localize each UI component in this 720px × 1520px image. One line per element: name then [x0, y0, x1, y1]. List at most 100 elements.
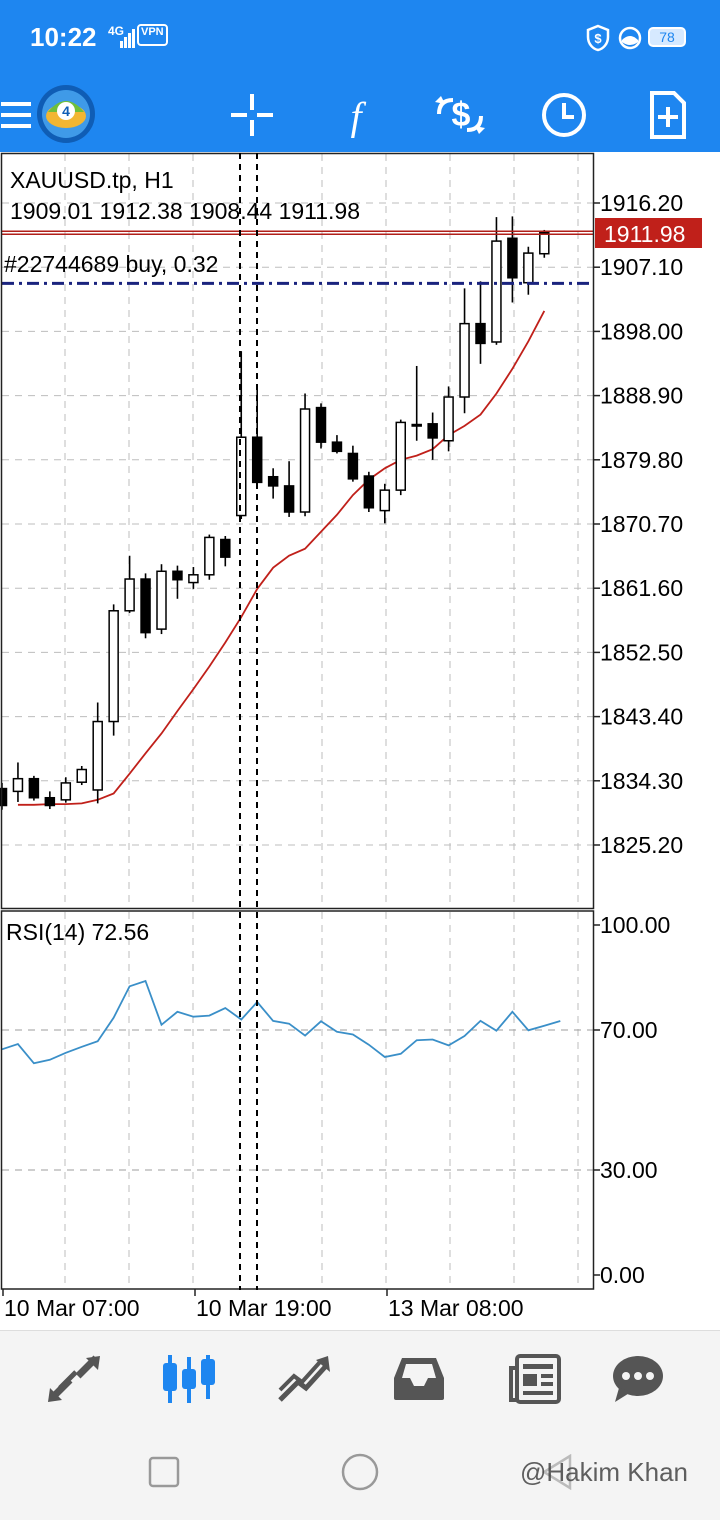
- ohlc-label: 1909.01 1912.38 1908.44 1911.98: [10, 198, 360, 224]
- candle: [363, 471, 375, 513]
- bull-candle-body: [76, 768, 87, 783]
- crosshair-button[interactable]: [223, 86, 281, 144]
- new-order-icon: [650, 91, 686, 139]
- candle: [12, 762, 24, 802]
- history-inbox-icon: [394, 1358, 444, 1400]
- rsi-axis-label: 30.00: [600, 1157, 658, 1183]
- candle: [60, 777, 72, 803]
- indicators-icon: f: [350, 94, 366, 138]
- bull-candle-body: [539, 232, 550, 255]
- symbol-label: XAUUSD.tp, H1: [10, 167, 174, 193]
- nav-news[interactable]: [504, 1349, 564, 1409]
- candle: [140, 573, 151, 639]
- candle: [507, 216, 518, 303]
- price-axis-label: 1825.20: [600, 832, 683, 858]
- candle: [204, 534, 215, 580]
- rsi-label: RSI(14) 72.56: [6, 919, 149, 945]
- bottom-navigation: [0, 1330, 720, 1423]
- candle: [459, 288, 470, 414]
- candle: [156, 564, 167, 635]
- quotes-arrows-icon: [48, 1355, 100, 1402]
- candle: [267, 468, 279, 499]
- bull-candle-body: [443, 396, 454, 442]
- candle: [347, 445, 359, 482]
- candle: [411, 365, 422, 441]
- candle: [331, 435, 343, 454]
- svg-text:$: $: [452, 96, 471, 134]
- metatrader-logo: 4: [34, 82, 98, 146]
- bear-candle-body: [283, 485, 295, 513]
- candle: [92, 702, 103, 804]
- bull-candle-body: [379, 489, 391, 512]
- bear-candle-body: [347, 452, 359, 480]
- candle: [427, 412, 438, 460]
- price-axis-label: 1861.60: [600, 575, 683, 601]
- current-price-label: 1911.98: [604, 221, 685, 247]
- network-type: 4G: [108, 24, 125, 38]
- home-circle-icon[interactable]: [340, 1452, 380, 1492]
- bull-candle-body: [108, 610, 119, 723]
- trade-button[interactable]: $: [431, 86, 489, 144]
- candle: [491, 217, 502, 345]
- system-navigation: [0, 1422, 720, 1520]
- price-axis-label: 1834.30: [600, 768, 683, 794]
- price-axis-label: 1852.50: [600, 639, 683, 665]
- trade-chart-icon: [278, 1356, 330, 1402]
- svg-text:$: $: [594, 31, 602, 46]
- price-axis-label: 1843.40: [600, 704, 683, 730]
- bear-candle-body: [331, 441, 343, 453]
- nav-messages[interactable]: [608, 1349, 668, 1409]
- bear-candle-body: [28, 777, 40, 799]
- timeframe-button[interactable]: [535, 86, 593, 144]
- candle: [395, 419, 406, 496]
- back-triangle-icon[interactable]: [540, 1454, 574, 1490]
- indicators-button[interactable]: f: [327, 86, 385, 144]
- moving-average-line: [17, 310, 546, 806]
- time-axis-label: 10 Mar 07:00: [4, 1295, 140, 1321]
- bear-candle-body: [507, 237, 518, 279]
- recents-square-icon[interactable]: [148, 1456, 180, 1488]
- nav-trade[interactable]: [274, 1349, 334, 1409]
- price-chart[interactable]: 1916.20 1907.10 1898.00 1888.90 1879.80 1870.…: [0, 152, 720, 1330]
- new-order-button[interactable]: [639, 86, 697, 144]
- rsi-line: [1, 979, 561, 1065]
- bull-candle-body: [236, 436, 247, 517]
- bear-candle-body: [427, 423, 438, 439]
- bear-candle-body: [363, 475, 375, 509]
- crosshair-icon: [231, 94, 273, 136]
- chat-icon: [613, 1356, 663, 1402]
- bear-candle-body: [251, 436, 263, 484]
- candle: [108, 604, 119, 736]
- status-time: 10:22: [30, 22, 97, 52]
- menu-button[interactable]: [0, 86, 42, 144]
- vpn-badge: VPN: [137, 24, 168, 46]
- bull-candle-body: [395, 421, 406, 491]
- candle: [443, 386, 454, 452]
- nav-chart[interactable]: [159, 1349, 219, 1409]
- bull-candle-body: [523, 252, 534, 284]
- bear-candle-body: [44, 796, 56, 807]
- rsi-axis-label: 0.00: [600, 1262, 645, 1288]
- bull-candle-body: [60, 782, 72, 801]
- bull-candle-body: [491, 240, 502, 343]
- candle: [76, 765, 87, 786]
- candle: [220, 535, 231, 567]
- signal-icon: [120, 29, 135, 48]
- svg-text:f: f: [350, 94, 366, 138]
- menu-icon: [1, 102, 31, 128]
- price-axis-label: 1870.70: [600, 511, 683, 537]
- bear-candle-body: [220, 538, 231, 558]
- candle: [44, 791, 56, 810]
- time-axis-label: 13 Mar 08:00: [388, 1295, 524, 1321]
- candle: [124, 555, 135, 613]
- nav-quotes[interactable]: [44, 1349, 104, 1409]
- bull-candle-body: [204, 536, 215, 576]
- shield-icon: $: [586, 24, 610, 52]
- time-axis-label: 10 Mar 19:00: [196, 1295, 332, 1321]
- nav-history[interactable]: [389, 1349, 449, 1409]
- battery-indicator: 78: [648, 27, 686, 47]
- bear-candle-body: [267, 475, 279, 487]
- order-label: #22744689 buy, 0.32: [4, 251, 218, 277]
- metatrader-logo-icon: 4: [37, 85, 95, 143]
- bull-candle-body: [188, 574, 199, 584]
